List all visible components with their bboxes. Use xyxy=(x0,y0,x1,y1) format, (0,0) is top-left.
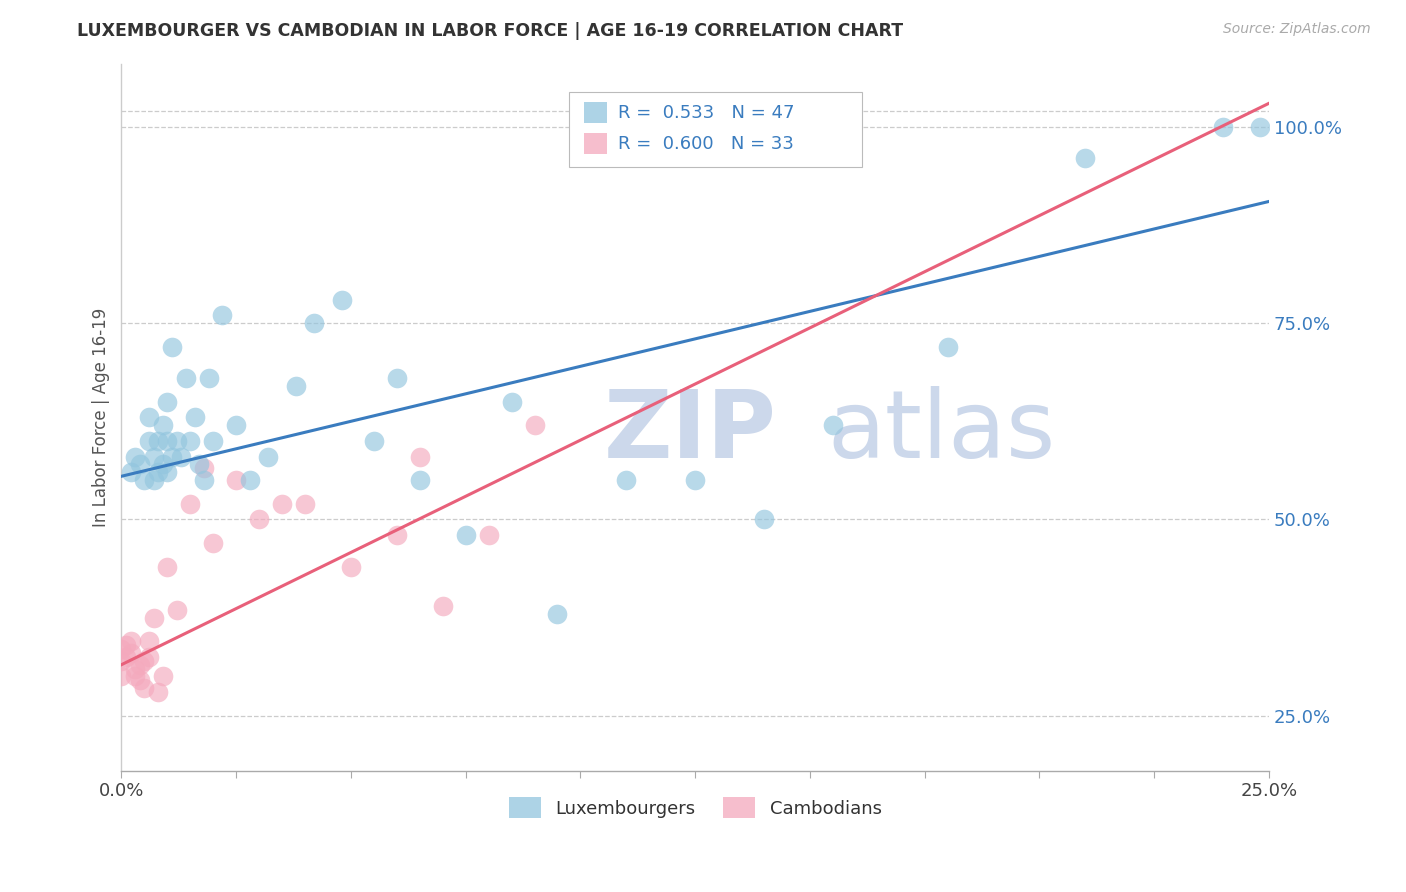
Cambodians xyxy=(432,599,454,613)
Luxembourgers xyxy=(683,473,706,487)
Luxembourgers xyxy=(936,340,959,354)
Y-axis label: In Labor Force | Age 16-19: In Labor Force | Age 16-19 xyxy=(93,308,110,527)
Luxembourgers xyxy=(120,466,142,480)
Text: ZIP: ZIP xyxy=(603,385,776,477)
Cambodians xyxy=(110,654,132,668)
Luxembourgers xyxy=(330,293,353,307)
Luxembourgers xyxy=(124,450,146,464)
Luxembourgers xyxy=(385,371,408,385)
Luxembourgers xyxy=(138,410,160,425)
Cambodians xyxy=(142,610,165,624)
Luxembourgers xyxy=(239,473,262,487)
Cambodians xyxy=(124,662,146,676)
Luxembourgers xyxy=(257,450,280,464)
Luxembourgers xyxy=(1249,120,1271,134)
Cambodians xyxy=(134,681,156,696)
Cambodians xyxy=(134,654,156,668)
Luxembourgers xyxy=(547,607,569,621)
Luxembourgers xyxy=(302,316,325,330)
Cambodians xyxy=(271,497,294,511)
Luxembourgers xyxy=(225,418,247,433)
Cambodians xyxy=(110,642,132,657)
Luxembourgers xyxy=(197,371,219,385)
Luxembourgers xyxy=(138,434,160,448)
Luxembourgers xyxy=(156,394,179,409)
Cambodians xyxy=(409,450,432,464)
Cambodians xyxy=(115,638,138,652)
Luxembourgers xyxy=(614,473,637,487)
Cambodians xyxy=(120,646,142,660)
Luxembourgers xyxy=(409,473,432,487)
Luxembourgers xyxy=(501,394,523,409)
Cambodians xyxy=(128,657,150,672)
Cambodians xyxy=(225,473,247,487)
Cambodians xyxy=(110,669,132,683)
Text: LUXEMBOURGER VS CAMBODIAN IN LABOR FORCE | AGE 16-19 CORRELATION CHART: LUXEMBOURGER VS CAMBODIAN IN LABOR FORCE… xyxy=(77,22,904,40)
Luxembourgers xyxy=(188,458,211,472)
Luxembourgers xyxy=(202,434,225,448)
Cambodians xyxy=(193,461,215,475)
Luxembourgers xyxy=(454,528,477,542)
Luxembourgers xyxy=(156,466,179,480)
Luxembourgers xyxy=(156,434,179,448)
Text: R =  0.600   N = 33: R = 0.600 N = 33 xyxy=(619,135,794,153)
Cambodians xyxy=(138,649,160,664)
Luxembourgers xyxy=(1212,120,1234,134)
Luxembourgers xyxy=(211,308,233,322)
Cambodians xyxy=(385,528,408,542)
Luxembourgers xyxy=(146,466,169,480)
Text: Source: ZipAtlas.com: Source: ZipAtlas.com xyxy=(1223,22,1371,37)
Luxembourgers xyxy=(174,371,197,385)
Cambodians xyxy=(120,634,142,648)
Luxembourgers xyxy=(1074,151,1097,165)
Cambodians xyxy=(156,559,179,574)
Luxembourgers xyxy=(363,434,385,448)
Legend: Luxembourgers, Cambodians: Luxembourgers, Cambodians xyxy=(502,790,889,825)
Cambodians xyxy=(294,497,316,511)
Cambodians xyxy=(146,685,169,699)
Cambodians xyxy=(166,603,188,617)
Bar xyxy=(583,133,607,153)
Luxembourgers xyxy=(152,458,174,472)
FancyBboxPatch shape xyxy=(569,93,862,167)
Luxembourgers xyxy=(184,410,207,425)
Luxembourgers xyxy=(160,340,183,354)
Cambodians xyxy=(124,669,146,683)
Cambodians xyxy=(478,528,501,542)
Cambodians xyxy=(152,669,174,683)
Cambodians xyxy=(138,634,160,648)
Luxembourgers xyxy=(152,418,174,433)
Luxembourgers xyxy=(193,473,215,487)
Luxembourgers xyxy=(284,379,307,393)
Luxembourgers xyxy=(134,473,156,487)
Luxembourgers xyxy=(142,473,165,487)
Cambodians xyxy=(115,649,138,664)
Luxembourgers xyxy=(821,418,844,433)
Luxembourgers xyxy=(160,450,183,464)
Cambodians xyxy=(340,559,363,574)
Cambodians xyxy=(179,497,201,511)
Text: R =  0.533   N = 47: R = 0.533 N = 47 xyxy=(619,104,794,122)
Luxembourgers xyxy=(146,434,169,448)
Luxembourgers xyxy=(179,434,201,448)
Luxembourgers xyxy=(752,512,775,526)
Luxembourgers xyxy=(128,458,150,472)
Cambodians xyxy=(523,418,546,433)
Cambodians xyxy=(202,536,225,550)
Text: atlas: atlas xyxy=(827,385,1056,477)
Cambodians xyxy=(128,673,150,688)
Bar xyxy=(583,102,607,123)
Luxembourgers xyxy=(170,450,193,464)
Cambodians xyxy=(247,512,270,526)
Luxembourgers xyxy=(142,450,165,464)
Luxembourgers xyxy=(166,434,188,448)
